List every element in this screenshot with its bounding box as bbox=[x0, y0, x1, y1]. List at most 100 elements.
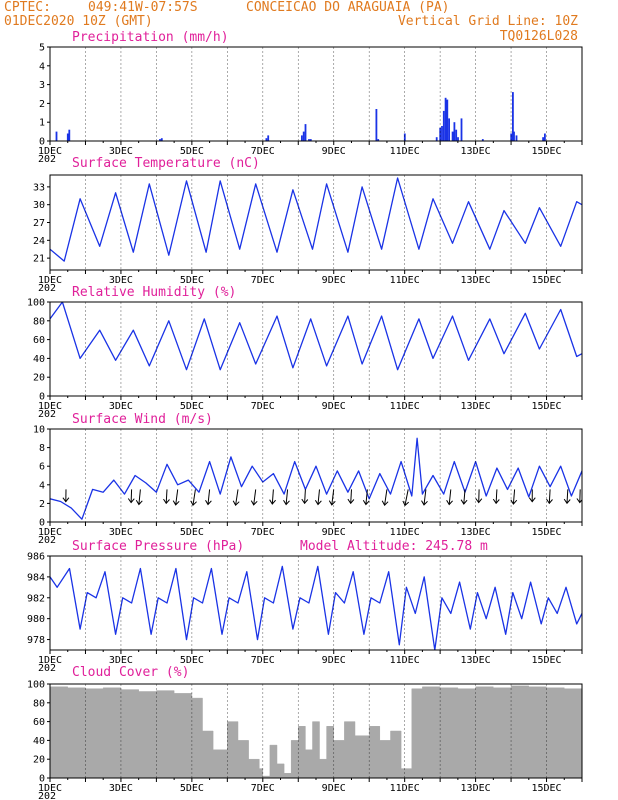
wind-arrow bbox=[546, 489, 553, 505]
wind-arrow bbox=[301, 489, 309, 505]
x-tick-label: 15DEC bbox=[531, 783, 561, 794]
wind-arrow bbox=[163, 489, 170, 505]
series-group bbox=[50, 437, 603, 520]
y-tick-label: 60 bbox=[33, 717, 45, 728]
wind-arrow-head bbox=[314, 499, 322, 506]
x-tick-label: 7DEC bbox=[251, 655, 275, 666]
wind-arrow-shaft bbox=[317, 489, 320, 505]
x-tick-label: 11DEC bbox=[390, 146, 420, 157]
wind-arrow-head bbox=[347, 498, 355, 505]
wind-arrow bbox=[135, 489, 143, 506]
y-tick-label: 3 bbox=[39, 80, 45, 91]
header-coords: 049:41W-07:57S bbox=[88, 0, 198, 15]
panel-title: Cloud Cover (%) bbox=[72, 665, 189, 680]
rh-line bbox=[50, 302, 582, 371]
y-tick-label: 1 bbox=[39, 118, 45, 129]
x-tick-label: 13DEC bbox=[461, 401, 491, 412]
series-group bbox=[50, 302, 582, 371]
precip-bar bbox=[302, 131, 305, 141]
x-tick-label: 13DEC bbox=[461, 527, 491, 538]
precip-bar bbox=[160, 138, 163, 141]
x-tick-label: 9DEC bbox=[322, 527, 346, 538]
y-tick-label: 2 bbox=[39, 99, 45, 110]
wind-arrow-head bbox=[190, 500, 197, 507]
y-tick-label: 33 bbox=[33, 182, 45, 193]
precip-bar bbox=[512, 92, 514, 141]
wind-arrow-head bbox=[301, 498, 309, 505]
wind-arrow-head bbox=[528, 497, 536, 503]
x-tick-label: 3DEC bbox=[109, 655, 133, 666]
wind-arrow bbox=[402, 489, 410, 507]
x-year-stub: 202 bbox=[38, 283, 56, 294]
wind-arrow-shaft bbox=[138, 489, 141, 505]
precip-bar bbox=[309, 139, 312, 141]
x-tick-label: 15DEC bbox=[531, 146, 561, 157]
series-group bbox=[50, 177, 582, 262]
wind-arrow bbox=[421, 489, 428, 506]
precip-bar bbox=[301, 135, 303, 141]
x-tick-label: 1DEC bbox=[38, 401, 62, 412]
y-tick-label: 978 bbox=[27, 635, 45, 646]
wind-arrow-head bbox=[421, 500, 428, 506]
precip-bar bbox=[265, 138, 268, 141]
wind-arrow bbox=[510, 489, 518, 505]
wind-arrow-shaft bbox=[495, 489, 498, 504]
wind-arrow bbox=[314, 489, 322, 506]
y-tick-label: 21 bbox=[33, 254, 45, 265]
wind-arrow bbox=[597, 489, 603, 500]
panel-cloud-cover: Cloud Cover (%) 0 20 40 60 80 100 1DEC 3DEC 5DEC… bbox=[27, 665, 583, 800]
x-tick-label: 1DEC bbox=[38, 783, 62, 794]
model-altitude-label: Model Altitude: 245.78 m bbox=[300, 539, 488, 554]
wind-line bbox=[50, 437, 582, 520]
wind-arrow bbox=[460, 489, 468, 505]
panel-title: Surface Pressure (hPa) bbox=[72, 539, 244, 554]
wind-arrow-head bbox=[597, 497, 603, 501]
wind-arrow bbox=[190, 489, 197, 507]
x-tick-label: 3DEC bbox=[109, 146, 133, 157]
panel-precipitation: Precipitation (mm/h) 0 1 2 3 4 5 1DEC 3DEC 5DEC 7… bbox=[38, 30, 583, 165]
wind-arrow-shaft bbox=[331, 489, 335, 505]
x-tick-label: 9DEC bbox=[322, 655, 346, 666]
wind-arrow-head bbox=[283, 499, 290, 506]
x-tick-label: 5DEC bbox=[180, 275, 204, 286]
y-tick-label: 986 bbox=[27, 552, 45, 563]
panel-frame bbox=[49, 174, 583, 271]
wind-arrow-shaft bbox=[207, 489, 211, 505]
y-tick-label: 4 bbox=[39, 480, 45, 491]
x-tick-label: 7DEC bbox=[251, 527, 275, 538]
x-year-stub: 202 bbox=[38, 409, 56, 420]
wind-arrow bbox=[62, 489, 70, 503]
header-run: 01DEC2020 10Z (GMT) bbox=[4, 14, 153, 29]
wind-arrow-shaft bbox=[566, 489, 569, 504]
precip-bar bbox=[453, 122, 456, 141]
y-tick-label: 8 bbox=[39, 443, 45, 454]
cloud-area bbox=[50, 685, 582, 778]
pres-line bbox=[50, 565, 582, 650]
x-tick-label: 5DEC bbox=[180, 783, 204, 794]
wind-arrow-head bbox=[475, 498, 483, 504]
y-tick-label: 60 bbox=[33, 335, 45, 346]
x-tick-label: 11DEC bbox=[390, 275, 420, 286]
precip-bar bbox=[513, 131, 515, 141]
x-tick-label: 1DEC bbox=[38, 146, 62, 157]
y-tick-label: 6 bbox=[39, 462, 45, 473]
precip-bar bbox=[460, 118, 463, 141]
precip-bar bbox=[403, 133, 406, 141]
wind-arrow-shaft bbox=[548, 489, 551, 504]
y-tick-label: 30 bbox=[33, 200, 45, 211]
y-tick-label: 27 bbox=[33, 218, 45, 229]
wind-arrow bbox=[475, 489, 483, 504]
wind-arrow-shaft bbox=[304, 489, 306, 504]
x-year-stub: 202 bbox=[38, 154, 56, 165]
y-tick-label: 4 bbox=[39, 61, 45, 72]
precip-bar bbox=[159, 139, 161, 141]
x-tick-label: 13DEC bbox=[461, 655, 491, 666]
series-group bbox=[50, 685, 582, 778]
panel-surface-temperature: Surface Temperature (nC) 21 24 27 30 33 1DEC 3… bbox=[33, 156, 583, 294]
panel-surface-pressure: Surface Pressure (hPa) Model Altitude: 2… bbox=[27, 539, 583, 674]
panel-title: Surface Temperature (nC) bbox=[72, 156, 260, 171]
wind-arrow bbox=[492, 489, 500, 505]
wind-arrow bbox=[328, 489, 336, 506]
panel-relative-humidity: Relative Humidity (%) 0 20 40 60 80 100 1DEC 3D… bbox=[27, 285, 583, 420]
y-tick-label: 2 bbox=[39, 499, 45, 510]
